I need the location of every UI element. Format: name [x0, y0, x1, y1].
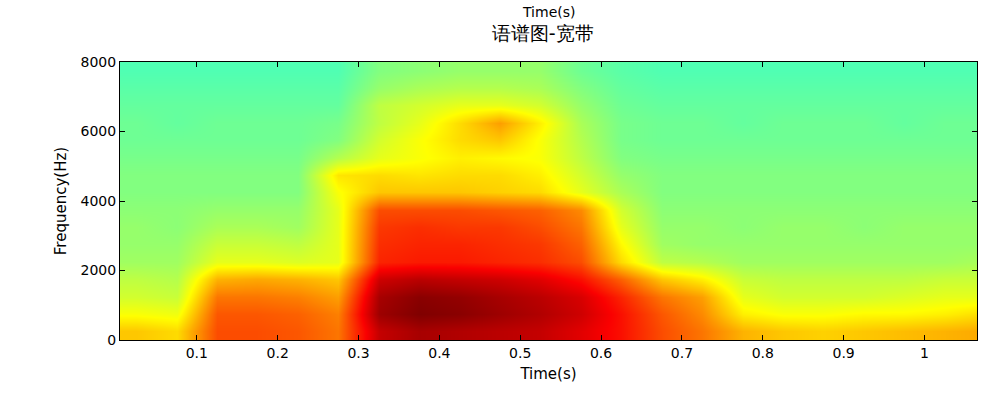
- svg-text:0.4: 0.4: [428, 345, 450, 361]
- svg-text:0: 0: [107, 332, 116, 348]
- svg-text:0.2: 0.2: [267, 345, 289, 361]
- svg-text:Frequency(Hz): Frequency(Hz): [52, 147, 70, 255]
- svg-text:Time(s): Time(s): [522, 4, 575, 20]
- svg-text:0.8: 0.8: [752, 345, 774, 361]
- svg-text:8000: 8000: [81, 54, 117, 70]
- svg-text:4000: 4000: [81, 193, 117, 209]
- svg-text:1: 1: [920, 345, 929, 361]
- svg-text:语谱图-宽带: 语谱图-宽带: [492, 22, 594, 44]
- svg-text:0.1: 0.1: [186, 345, 208, 361]
- svg-text:0.5: 0.5: [509, 345, 531, 361]
- svg-text:2000: 2000: [81, 262, 117, 278]
- svg-text:0.3: 0.3: [347, 345, 369, 361]
- svg-text:0.6: 0.6: [590, 345, 612, 361]
- svg-text:0.7: 0.7: [671, 345, 693, 361]
- svg-text:0.9: 0.9: [832, 345, 854, 361]
- svg-text:6000: 6000: [81, 123, 117, 139]
- svg-text:Time(s): Time(s): [519, 365, 576, 383]
